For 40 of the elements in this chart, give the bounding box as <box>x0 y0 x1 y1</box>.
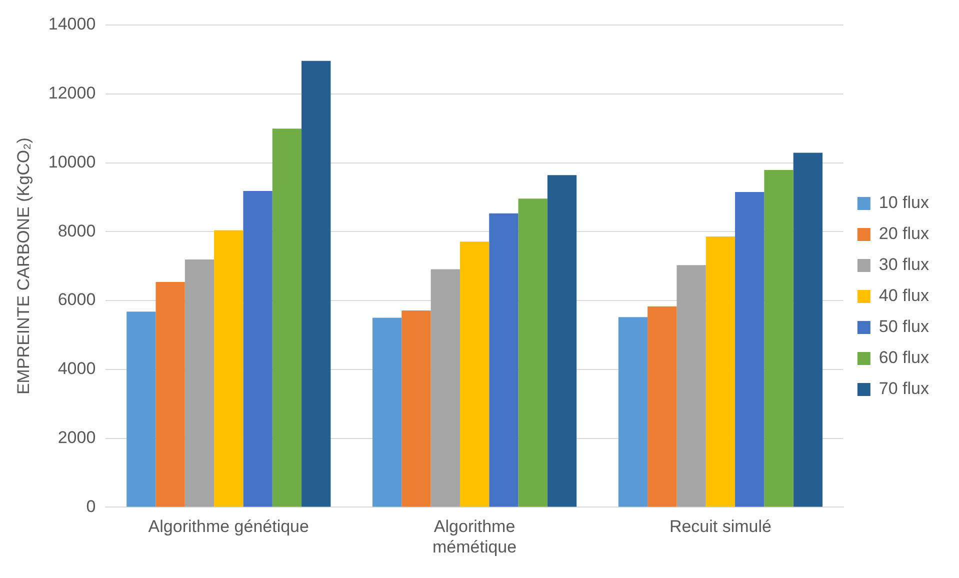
y-tick-label: 10000 <box>48 152 96 172</box>
legend-label: 20 flux <box>878 224 930 244</box>
legend-label: 10 flux <box>878 193 930 212</box>
legend-label: 30 flux <box>878 255 930 274</box>
y-axis-title: EMPREINTE CARBONE (KgCO₂) <box>14 138 33 395</box>
bar <box>214 230 244 507</box>
bar <box>243 191 272 507</box>
y-tick-label: 0 <box>86 496 96 516</box>
bar <box>547 175 577 507</box>
bar <box>402 310 431 507</box>
bar <box>648 306 677 507</box>
x-tick-label: Algorithme génétique <box>148 517 309 536</box>
legend-label: 70 flux <box>878 379 930 398</box>
bar <box>793 152 823 507</box>
bar <box>272 128 302 507</box>
bar <box>156 282 185 507</box>
y-tick-label: 6000 <box>58 290 96 310</box>
bar <box>489 213 518 507</box>
bar <box>618 317 648 507</box>
bar <box>184 260 214 507</box>
bar <box>372 318 402 507</box>
x-tick-label: Recuit simulé <box>669 517 772 536</box>
bar <box>735 192 764 507</box>
y-tick-label: 2000 <box>58 428 96 447</box>
legend-label: 50 flux <box>878 317 930 336</box>
bar <box>430 269 460 507</box>
legend-label: 40 flux <box>878 286 930 306</box>
y-tick-label: 14000 <box>48 14 96 34</box>
bar <box>126 312 156 507</box>
bar <box>302 60 331 507</box>
legend-label: 60 flux <box>878 348 930 368</box>
bar <box>676 265 706 507</box>
bar <box>764 170 794 507</box>
x-tick-label: Algorithme mémétique <box>432 517 517 556</box>
y-tick-label: 8000 <box>58 221 96 240</box>
bar <box>460 242 490 507</box>
y-tick-label: 12000 <box>48 84 96 103</box>
bar <box>706 236 736 507</box>
bar <box>518 198 548 507</box>
y-tick-label: 4000 <box>58 359 96 378</box>
